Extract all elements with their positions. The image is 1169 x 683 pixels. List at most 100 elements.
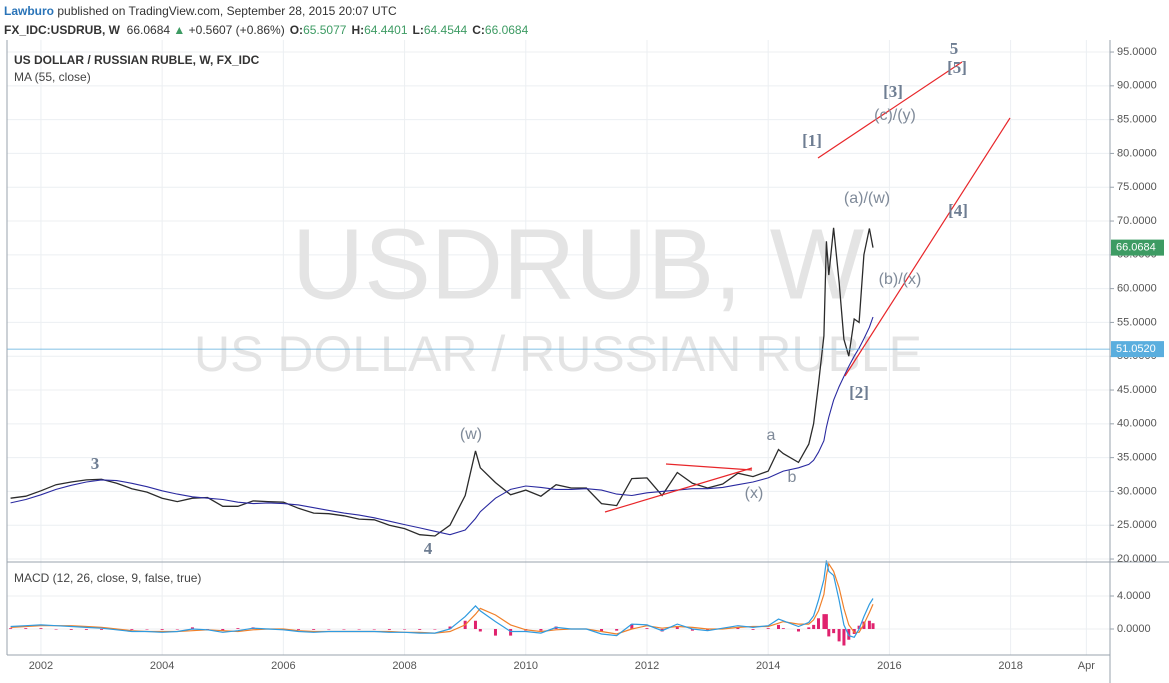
x-tick-label: 2008 xyxy=(392,660,416,672)
histogram-bar xyxy=(312,629,316,630)
x-tick-label: 2010 xyxy=(514,660,538,672)
histogram-bar xyxy=(630,624,634,630)
header: Lawburo published on TradingView.com, Se… xyxy=(4,2,528,40)
histogram-bar xyxy=(221,629,225,631)
last: 66.0684 xyxy=(126,23,171,37)
ohlc-value: 66.0684 xyxy=(484,23,529,37)
x-tick-label: 2018 xyxy=(998,660,1022,672)
wave-label: (a)/(w) xyxy=(844,190,890,207)
histogram-bar xyxy=(418,629,422,630)
histogram-bar xyxy=(145,629,149,630)
histogram-bar xyxy=(160,629,164,630)
histogram-bar xyxy=(796,629,800,632)
histogram-bar xyxy=(837,629,841,642)
price-label-box xyxy=(1111,341,1164,358)
histogram-bar xyxy=(832,629,836,634)
histogram-bar xyxy=(473,620,477,630)
y-tick-label: 30.0000 xyxy=(1117,485,1157,497)
wave-label: a xyxy=(767,427,776,444)
histogram-bar xyxy=(433,629,437,630)
legends: US DOLLAR / RUSSIAN RUBLE, W, FX_IDC MA … xyxy=(14,53,260,585)
wave-label: (w) xyxy=(460,426,482,443)
histogram-bar xyxy=(130,629,134,630)
histogram-bar xyxy=(781,628,785,630)
histogram-bar xyxy=(342,629,346,630)
trend-line xyxy=(665,463,753,471)
histogram-bar xyxy=(600,629,604,632)
wave-label: 5 xyxy=(950,39,959,58)
histogram-bar xyxy=(24,628,28,630)
histogram-bar xyxy=(615,629,619,631)
trend-line xyxy=(844,117,1011,377)
legend-macd: MACD (12, 26, close, 9, false, true) xyxy=(14,571,201,585)
ohlc-label: H: xyxy=(351,23,365,37)
ohlc-value: 64.4544 xyxy=(423,23,468,37)
histogram-bar xyxy=(816,618,820,630)
histogram-bar xyxy=(751,629,755,630)
quote-line: FX_IDC:USDRUB, W 66.0684 ▲ +0.5607 (+0.8… xyxy=(4,21,528,40)
wave-label: [1] xyxy=(802,131,822,150)
x-tick-label: 2002 xyxy=(29,660,53,672)
symbol: FX_IDC:USDRUB, W xyxy=(4,23,120,37)
ohlc-value: 64.4401 xyxy=(364,23,408,37)
histogram-bar xyxy=(372,629,376,630)
y-tick-label: 75.0000 xyxy=(1117,181,1157,193)
frame xyxy=(6,40,1169,683)
ohlc: O:65.5077 H:64.4401 L:64.4544 C:66.0684 xyxy=(285,23,529,37)
histogram-bar xyxy=(54,629,58,630)
histogram-bar xyxy=(645,628,649,630)
histogram-bar xyxy=(824,614,828,630)
wave-label: b xyxy=(788,469,797,486)
y-tick-label: 85.0000 xyxy=(1117,114,1157,126)
histogram-bar xyxy=(39,628,43,630)
price-label-box xyxy=(1111,239,1164,256)
histogram-bar xyxy=(675,626,679,630)
y-tick-label: 90.0000 xyxy=(1117,80,1157,92)
histogram-bar xyxy=(509,629,513,636)
ohlc-value: 65.5077 xyxy=(303,23,347,37)
y-tick-label: 20.0000 xyxy=(1117,553,1157,565)
histogram-bar xyxy=(448,626,452,630)
author[interactable]: Lawburo xyxy=(4,4,54,18)
wave-label: (b)/(x) xyxy=(879,271,922,288)
wave-label: [4] xyxy=(948,201,968,220)
wave-label: [3] xyxy=(883,82,903,101)
drawings xyxy=(604,61,1011,513)
price-label: 51.0520 xyxy=(1116,343,1156,355)
histogram-bar xyxy=(539,629,543,631)
histogram-bar xyxy=(357,629,361,630)
legend-ma: MA (55, close) xyxy=(14,70,91,84)
y-tick-label: 80.0000 xyxy=(1117,147,1157,159)
histogram-bar xyxy=(327,629,331,630)
axes: 2002 2004 2006 2008 2010 2012 2014 2016 2018 Apr 2… xyxy=(29,46,1164,672)
y-tick-label: 4.0000 xyxy=(1117,590,1151,602)
histogram-bar xyxy=(690,629,694,631)
y-tick-label: 35.0000 xyxy=(1117,452,1157,464)
histogram-bar xyxy=(69,629,73,630)
x-tick-label: 2014 xyxy=(756,660,780,672)
histogram-bar xyxy=(822,614,826,630)
ohlc-label: L: xyxy=(412,23,424,37)
histogram-bar xyxy=(706,629,710,631)
wave-label: 4 xyxy=(424,539,433,558)
y-tick-label: 55.0000 xyxy=(1117,316,1157,328)
legend-main: US DOLLAR / RUSSIAN RUBLE, W, FX_IDC xyxy=(14,53,260,67)
wave-label: 3 xyxy=(91,454,100,473)
y-tick-label: 0.0000 xyxy=(1117,623,1151,635)
histogram-bar xyxy=(175,629,179,630)
y-tick-label: 70.0000 xyxy=(1117,215,1157,227)
price-label: 66.0684 xyxy=(1116,242,1156,254)
histogram-bar xyxy=(807,627,811,630)
histogram-bar xyxy=(84,629,88,630)
histogram-bar xyxy=(736,627,740,630)
change: +0.5607 (+0.86%) xyxy=(188,23,285,37)
wave-label: [2] xyxy=(849,383,869,402)
watermark: USDRUB, W US DOLLAR / RUSSIAN RUBLE xyxy=(194,208,922,382)
histogram-bar xyxy=(862,621,866,630)
histogram-bar xyxy=(493,629,497,636)
y-tick-label: 95.0000 xyxy=(1117,46,1157,58)
x-tick-label: 2012 xyxy=(635,660,659,672)
wave-label: (c)/(y) xyxy=(874,107,916,124)
